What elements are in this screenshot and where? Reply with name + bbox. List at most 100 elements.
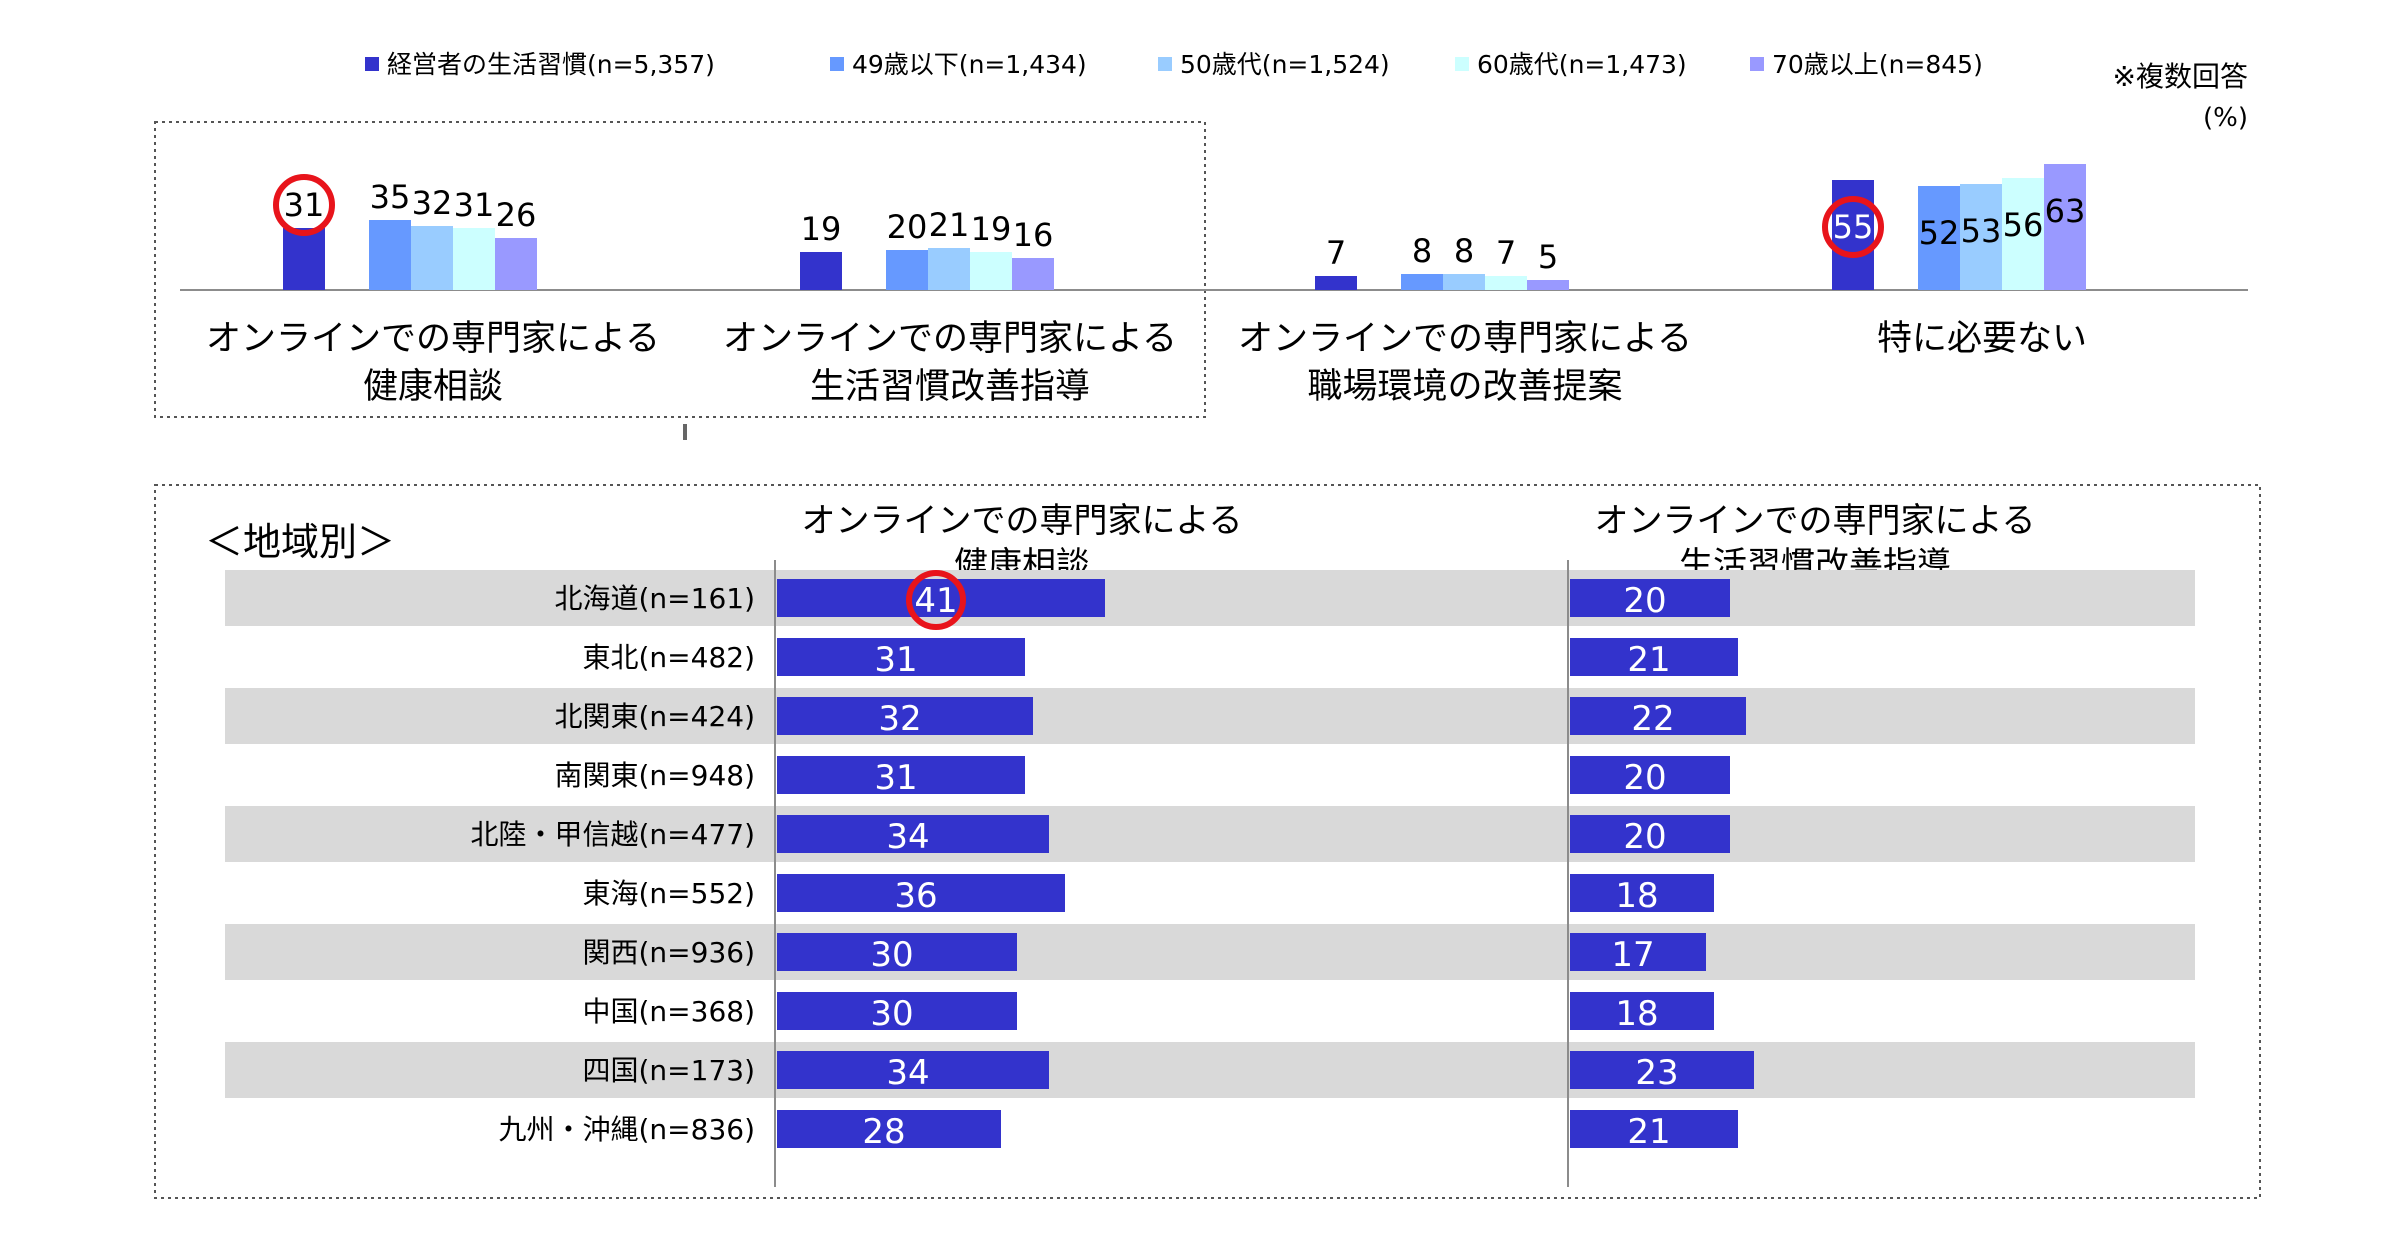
- legend-entry: 70歳以上(n=845): [1772, 50, 1983, 79]
- bar: [453, 228, 495, 290]
- region-data-label: 34: [886, 817, 929, 857]
- region-label: 北関東(n=424): [555, 700, 756, 733]
- bar: [1012, 258, 1054, 290]
- unit-label: (%): [2203, 103, 2248, 133]
- region-bar: [777, 697, 1033, 735]
- region-bar: [777, 992, 1017, 1030]
- legend-swatch: [830, 57, 844, 71]
- row-band: [225, 924, 2195, 980]
- bar: [369, 220, 411, 290]
- region-label: 中国(n=368): [583, 995, 756, 1028]
- region-data-label: 20: [1623, 581, 1666, 621]
- highlight-circle: [906, 570, 966, 630]
- data-label: 19: [801, 210, 842, 248]
- legend: 経営者の生活習慣(n=5,357) 49歳以下(n=1,434) 50歳代(n=1,…: [365, 50, 1983, 79]
- age-highlight-circles: [273, 174, 1884, 258]
- legend-entry: 49歳以下(n=1,434): [852, 50, 1087, 79]
- region-label: 関西(n=936): [583, 936, 756, 969]
- data-label: 31: [284, 186, 325, 224]
- panel-title: 健康相談: [954, 545, 1090, 585]
- bar: [2044, 164, 2086, 290]
- legend-entry: 60歳代(n=1,473): [1477, 50, 1687, 79]
- region-highlight-circles: [906, 570, 966, 630]
- data-label: 55: [1833, 208, 1874, 246]
- category-label: 特に必要ない: [1877, 319, 2087, 359]
- region-data-label: 36: [894, 876, 937, 916]
- region-data-label: 18: [1615, 994, 1658, 1034]
- bar: [1960, 184, 2002, 290]
- data-label: 8: [1412, 232, 1432, 270]
- legend-entry: 50歳代(n=1,524): [1180, 50, 1390, 79]
- region-value-labels: 41 20 31 21 32 22 31 20 34 20 36 18 30 17 30 18 34 23 28 21: [862, 581, 1678, 1152]
- category-label: オンラインでの専門家による: [723, 319, 1177, 359]
- bar: [283, 228, 325, 290]
- region-data-label: 20: [1623, 758, 1666, 798]
- data-label: 7: [1496, 234, 1516, 272]
- data-label: 63: [2045, 192, 2086, 230]
- focus-frame: [154, 121, 1206, 418]
- region-bar: [777, 579, 1105, 617]
- category-label: オンラインでの専門家による: [1238, 319, 1692, 359]
- region-data-label: 20: [1623, 817, 1666, 857]
- data-label: 20: [887, 208, 928, 246]
- bar: [928, 248, 970, 290]
- bar: [800, 252, 842, 290]
- bar: [1315, 276, 1357, 290]
- legend-swatch: [1158, 57, 1172, 71]
- region-data-label: 17: [1611, 935, 1654, 975]
- region-row-bands: [225, 570, 2195, 1098]
- category-label: 健康相談: [363, 367, 503, 407]
- panel-title: オンラインでの専門家による: [1595, 501, 2036, 541]
- region-bar: [777, 756, 1025, 794]
- data-label: 35: [370, 178, 411, 216]
- bar: [1527, 280, 1569, 290]
- data-label: 5: [1538, 238, 1558, 276]
- panel-title: 生活習慣改善指導: [1679, 545, 1951, 585]
- category-label: 生活習慣改善指導: [810, 367, 1090, 407]
- region-label: 北海道(n=161): [555, 582, 756, 615]
- age-bars: [283, 164, 2086, 290]
- data-label: 21: [929, 206, 970, 244]
- region-bar: [1570, 579, 1730, 617]
- panel-title: オンラインでの専門家による: [802, 501, 1243, 541]
- region-data-label: 34: [886, 1053, 929, 1093]
- bar: [411, 226, 453, 290]
- region-bar: [1570, 697, 1746, 735]
- region-bar: [1570, 1110, 1738, 1148]
- bar: [1485, 276, 1527, 290]
- bar: [886, 250, 928, 290]
- region-data-label: 30: [870, 994, 913, 1034]
- bar: [1918, 186, 1960, 290]
- region-data-label: 41: [914, 581, 957, 621]
- region-title: ＜地域別＞: [205, 520, 395, 564]
- age-value-labels: 31 35 32 31 26 19 20 21 19 16 7 8 8 7 555 52 53 56 63: [284, 178, 2086, 276]
- category-label: オンラインでの専門家による: [206, 319, 660, 359]
- data-label: 31: [454, 186, 495, 224]
- region-label: 南関東(n=948): [555, 759, 756, 792]
- data-label: 53: [1961, 212, 2002, 250]
- legend-entry: 経営者の生活習慣(n=5,357): [387, 50, 715, 79]
- region-data-label: 23: [1635, 1053, 1678, 1093]
- arrow-down-icon: [683, 424, 687, 440]
- region-label: 四国(n=173): [583, 1054, 756, 1087]
- data-label: 19: [971, 210, 1012, 248]
- data-label: 8: [1454, 232, 1474, 270]
- bar: [1443, 274, 1485, 290]
- region-bar: [1570, 1051, 1754, 1089]
- region-data-label: 32: [878, 699, 921, 739]
- row-band: [225, 806, 2195, 862]
- category-label: 職場環境の改善提案: [1307, 367, 1622, 407]
- region-label: 北陸・甲信越(n=477): [471, 818, 756, 851]
- region-bar: [1570, 992, 1714, 1030]
- data-label: 7: [1326, 234, 1346, 272]
- legend-swatch: [365, 57, 379, 71]
- region-data-label: 21: [1627, 1112, 1670, 1152]
- region-data-label: 28: [862, 1112, 905, 1152]
- region-data-label: 31: [874, 640, 917, 680]
- region-bar: [777, 1051, 1049, 1089]
- row-band: [225, 570, 2195, 626]
- region-label: 東海(n=552): [583, 877, 756, 910]
- region-data-label: 30: [870, 935, 913, 975]
